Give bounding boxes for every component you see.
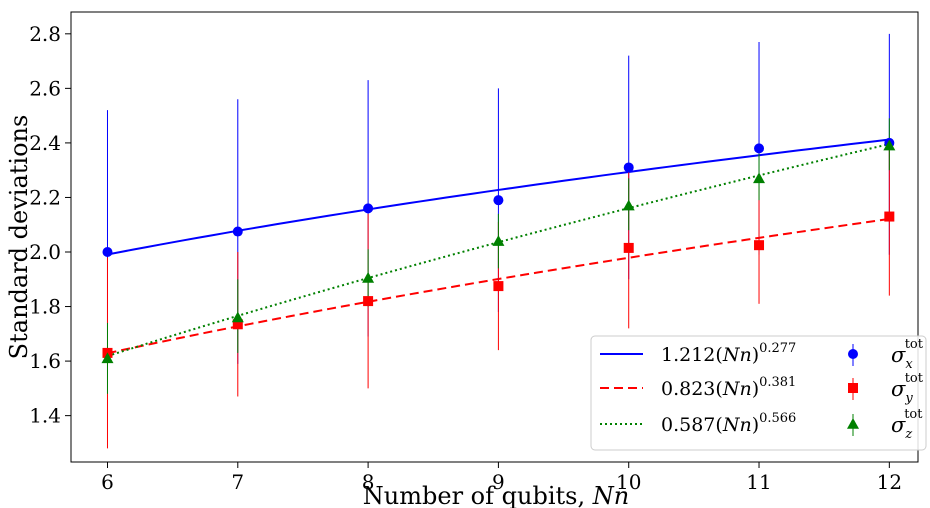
data-point-square [754,240,765,251]
x-axis-title-var: Nn [592,482,629,508]
x-tick-label: 6 [101,470,114,494]
x-tick-label: 8 [362,470,375,494]
x-tick-label: 11 [746,470,771,494]
legend-label: 0.823(Nn)0.381 [661,375,796,400]
data-point-triangle [847,418,859,429]
legend-label-coef: 0.587( [661,414,723,436]
legend-label-close: ) [752,344,759,366]
x-axis: 6 7 8 9 10 11 12 [101,462,902,494]
data-point-triangle [492,235,505,246]
legend-symbol: σ [891,377,906,401]
plot-area [70,11,919,463]
legend-marker-label: σz tot [891,407,923,442]
data-point-square [363,296,374,307]
data-point-triangle [622,199,635,211]
y-axis: 1.4 1.6 1.8 2.0 2.2 2.4 2.6 2.8 [29,22,71,428]
y-tick-label: 2.2 [29,185,61,209]
x-tick-label: 9 [492,470,505,494]
x-tick-label: 7 [231,470,244,494]
legend-label-var: Nn [722,378,752,400]
legend-label: 1.212(Nn)0.277 [661,341,796,366]
legend-label: 0.587(Nn)0.566 [661,411,796,436]
data-point-circle [623,162,634,173]
legend-superscript: tot [905,371,924,386]
data-point-circle [232,226,243,237]
legend-label-coef: 1.212( [661,344,723,366]
legend-superscript: tot [904,407,923,422]
legend-label-close: ) [752,414,759,436]
data-point-square [493,281,504,292]
data-point-circle [493,195,504,206]
legend-symbol: σ [891,343,906,367]
y-tick-label: 2.6 [29,76,61,100]
data-point-square [623,242,634,253]
legend-label-close: ) [752,378,759,400]
legend-subscript: y [904,391,913,406]
legend-label-exponent: 0.381 [759,375,796,390]
data-point-square [232,319,243,330]
legend-subscript: z [904,427,912,442]
legend-marker-label: σy tot [891,371,924,406]
legend-superscript: tot [905,337,924,352]
legend-subscript: x [905,357,913,372]
legend-marker-label: σx tot [891,337,924,372]
data-point-triangle [753,172,766,184]
legend-symbol: σ [891,413,906,437]
legend: 1.212(Nn)0.2770.823(Nn)0.3810.587(Nn)0.5… [590,335,927,451]
data-point-triangle [362,271,375,283]
x-tick-label: 10 [616,470,641,494]
legend-label-var: Nn [722,414,752,436]
legend-label-exponent: 0.277 [759,341,796,356]
plot-frame [70,11,919,463]
legend-label-exponent: 0.566 [759,411,796,426]
data-point-triangle [883,139,896,151]
data-point-circle [848,349,858,359]
legend-label-var: Nn [722,344,752,366]
data-point-circle [754,143,765,154]
data-point-square [848,383,858,393]
data-point-triangle [231,311,244,323]
y-tick-label: 1.6 [29,349,61,373]
y-tick-label: 1.4 [29,404,61,428]
y-tick-label: 2.8 [29,22,61,46]
y-tick-label: 2.4 [29,131,61,155]
x-axis-title-text: Number of qubits, [363,482,593,508]
data-point-triangle [101,352,114,364]
y-axis-title: Standard deviations [5,115,33,360]
legend-label-coef: 0.823( [661,378,723,400]
x-axis-title: Number of qubits, Nn [363,482,629,508]
data-point-circle [363,203,374,214]
legend-box [590,335,927,451]
y-tick-label: 2.0 [29,240,61,264]
y-tick-label: 1.8 [29,295,61,319]
data-point-square [884,211,895,222]
data-point-circle [102,247,113,257]
x-tick-label: 12 [877,470,902,494]
